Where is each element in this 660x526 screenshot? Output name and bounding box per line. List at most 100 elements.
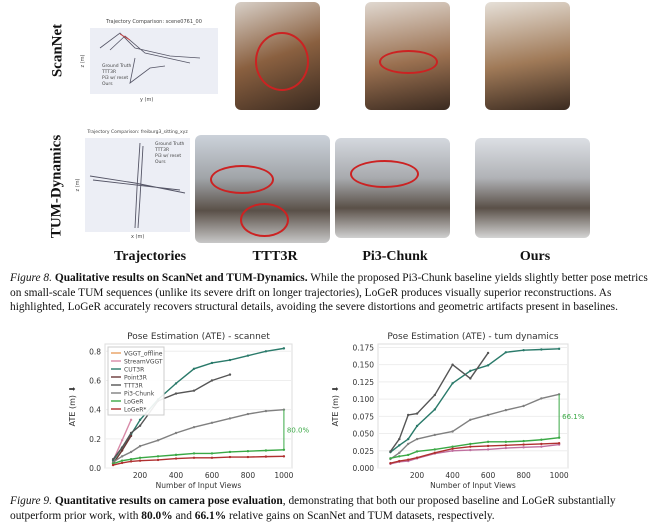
- data-point: [540, 445, 543, 448]
- reconstruction-tum-ttt3r: [195, 135, 330, 243]
- data-point: [451, 447, 454, 450]
- data-point: [174, 382, 178, 385]
- series-line-pi3-chunk: [112, 408, 284, 463]
- x-tick-label: 200: [133, 471, 148, 480]
- y-tick-label: 0.175: [353, 343, 375, 352]
- data-point: [192, 389, 196, 392]
- data-point: [398, 444, 401, 447]
- chart-title: Pose Estimation (ATE) - tum dynamics: [387, 332, 558, 342]
- x-tick-label: 200: [410, 471, 425, 480]
- data-point: [522, 443, 525, 446]
- chart-tum: Pose Estimation (ATE) - tum dynamics Numb…: [331, 332, 585, 490]
- data-point: [120, 446, 124, 449]
- y-tick-label: 0.0: [89, 464, 101, 473]
- x-axis-label: Number of Input Views: [156, 481, 242, 490]
- data-point: [129, 460, 133, 463]
- data-point: [111, 458, 115, 461]
- data-point: [156, 439, 160, 442]
- y-tick-label: 0.000: [353, 464, 375, 473]
- data-point: [433, 451, 437, 455]
- data-point: [522, 404, 525, 408]
- data-point: [522, 349, 525, 352]
- data-point: [540, 348, 543, 351]
- legend-entry: CUT3R: [124, 367, 144, 374]
- trajectory-plot-scannet: Trajectory Comparison: scene0761_00 z (m…: [80, 19, 218, 103]
- y-axis-label: ATE (m) ⬇: [68, 386, 77, 427]
- legend-entry: LoGeR: [124, 399, 143, 406]
- x-tick-label: 800: [241, 471, 256, 480]
- data-point: [557, 436, 561, 439]
- data-point: [228, 417, 232, 420]
- y-tick-label: 0.050: [353, 430, 375, 439]
- data-point: [192, 452, 196, 455]
- x-tick-label: 400: [169, 471, 184, 480]
- series-line-loger*: [390, 442, 560, 464]
- data-point: [389, 450, 392, 453]
- data-point: [433, 433, 437, 437]
- data-point: [504, 444, 508, 447]
- x-tick-label: 600: [481, 471, 496, 480]
- col-label-pi3-chunk: Pi3-Chunk: [362, 249, 428, 264]
- data-point: [451, 382, 454, 385]
- data-point: [415, 412, 419, 415]
- traj-xlabel: x (m): [131, 234, 145, 240]
- data-point: [210, 421, 214, 424]
- data-point: [398, 437, 401, 441]
- data-point: [264, 455, 268, 458]
- data-point: [174, 392, 178, 395]
- data-point: [282, 347, 286, 350]
- data-point: [389, 461, 392, 465]
- data-point: [246, 354, 250, 357]
- gain-annotation: 66.1%: [562, 413, 585, 421]
- y-tick-label: 0.075: [353, 412, 375, 421]
- data-point: [433, 393, 437, 397]
- data-point: [451, 449, 454, 452]
- traj-ylabel: z (m): [80, 54, 86, 68]
- chart-scannet: Pose Estimation (ATE) - scannet Number of…: [68, 332, 310, 490]
- data-point: [451, 445, 454, 448]
- reconstruction-scannet-ours: [485, 2, 570, 110]
- col-label-trajectories: Trajectories: [113, 249, 187, 264]
- traj-title: Trajectory Comparison: freiburg3_sitting…: [87, 130, 188, 135]
- chart-title: Pose Estimation (ATE) - scannet: [127, 332, 270, 342]
- legend-entry: Point3R: [124, 375, 147, 382]
- reconstruction-scannet-pi3: [365, 2, 450, 110]
- data-point: [129, 434, 133, 438]
- data-point: [120, 439, 124, 442]
- figure8-caption: Figure 8. Qualitative results on ScanNet…: [10, 272, 648, 313]
- traj-title: Trajectory Comparison: scene0761_00: [106, 19, 202, 25]
- y-tick-label: 0.4: [89, 406, 101, 415]
- data-point: [469, 418, 472, 421]
- data-point: [228, 373, 232, 376]
- data-point: [398, 451, 401, 455]
- series-line-ttt3r: [389, 352, 489, 452]
- data-point: [129, 418, 133, 422]
- data-point: [138, 459, 142, 462]
- data-point: [522, 439, 525, 443]
- y-tick-label: 0.6: [89, 376, 101, 385]
- data-point: [522, 446, 525, 449]
- data-point: [415, 424, 419, 428]
- data-point: [129, 431, 133, 435]
- data-point: [557, 442, 561, 445]
- data-point: [228, 358, 232, 362]
- data-point: [486, 413, 490, 417]
- data-point: [111, 463, 115, 467]
- data-point: [504, 440, 508, 444]
- data-point: [486, 364, 490, 367]
- data-point: [433, 408, 437, 411]
- data-point: [264, 409, 268, 413]
- gain-annotation: 80.0%: [287, 427, 310, 435]
- data-point: [406, 437, 410, 441]
- data-point: [282, 455, 286, 458]
- data-point: [540, 442, 543, 446]
- data-point: [504, 408, 508, 412]
- x-tick-label: 600: [205, 471, 220, 480]
- row-label-tum: TUM-Dynamics: [48, 134, 65, 239]
- y-tick-label: 0.150: [353, 361, 375, 370]
- y-tick-label: 0.125: [353, 378, 375, 387]
- data-point: [486, 351, 490, 355]
- legend-box: [107, 346, 165, 416]
- data-point: [120, 455, 124, 458]
- legend-entry: LoGeR*: [124, 407, 146, 414]
